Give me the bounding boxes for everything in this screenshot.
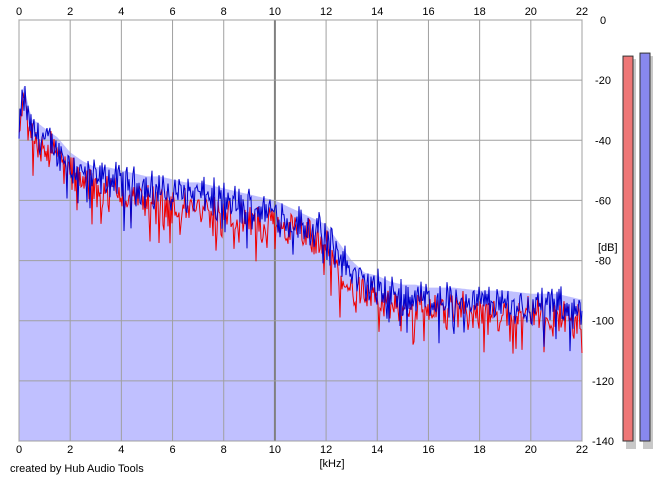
- x-tick-label-bottom: 12: [320, 444, 332, 456]
- x-tick-label-bottom: 6: [169, 444, 175, 456]
- x-tick-label-bottom: 0: [16, 444, 22, 456]
- x-tick-label-top: 16: [422, 6, 434, 18]
- level-meter-bar: [639, 52, 651, 442]
- x-tick-labels-top: 0 2 4 6 8 10 12 14 16 18 20 22: [16, 6, 588, 18]
- spectrum-area: [19, 86, 582, 441]
- series-layer: [18, 85, 583, 354]
- x-tick-label-top: 4: [118, 6, 124, 18]
- grid-layer: [18, 19, 583, 442]
- x-axis-label: [kHz]: [319, 458, 344, 470]
- x-tick-label-bottom: 14: [371, 444, 383, 456]
- series-line-blue: [18, 85, 583, 352]
- x-tick-label-top: 22: [576, 6, 588, 18]
- x-tick-label-top: 6: [169, 6, 175, 18]
- x-tick-label-top: 20: [525, 6, 537, 18]
- y-axis-label: [dB]: [598, 242, 618, 254]
- x-tick-label-top: 18: [474, 6, 486, 18]
- x-tick-label-bottom: 18: [474, 444, 486, 456]
- y-tick-labels: 0 -20 -40 -60 -80 -100 -120 -140: [592, 15, 614, 448]
- x-tick-label-bottom: 2: [67, 444, 73, 456]
- x-tick-labels-bottom: 0 2 4 6 8 10 12 14 16 18 20 22: [16, 444, 588, 456]
- y-tick-label: 0: [600, 15, 606, 27]
- y-tick-label: -120: [592, 376, 614, 388]
- y-tick-label: -80: [595, 256, 611, 268]
- x-tick-label-top: 2: [67, 6, 73, 18]
- y-tick-label: -60: [595, 195, 611, 207]
- credit-text: created by Hub Audio Tools: [10, 463, 144, 475]
- x-tick-label-bottom: 8: [221, 444, 227, 456]
- x-tick-label-top: 0: [16, 6, 22, 18]
- area-layer: [19, 86, 582, 441]
- y-tick-label: -40: [595, 135, 611, 147]
- x-tick-label-bottom: 10: [269, 444, 281, 456]
- x-tick-label-top: 10: [269, 6, 281, 18]
- x-tick-label-top: 8: [221, 6, 227, 18]
- x-tick-label-top: 14: [371, 6, 383, 18]
- y-tick-label: -140: [592, 436, 614, 448]
- x-tick-label-bottom: 4: [118, 444, 124, 456]
- y-tick-label: -100: [592, 316, 614, 328]
- x-tick-label-top: 12: [320, 6, 332, 18]
- x-tick-label-bottom: 16: [422, 444, 434, 456]
- y-tick-label: -20: [595, 75, 611, 87]
- level-meter-bar: [622, 55, 634, 442]
- x-tick-label-bottom: 20: [525, 444, 537, 456]
- x-tick-label-bottom: 22: [576, 444, 588, 456]
- level-meters: [622, 52, 653, 449]
